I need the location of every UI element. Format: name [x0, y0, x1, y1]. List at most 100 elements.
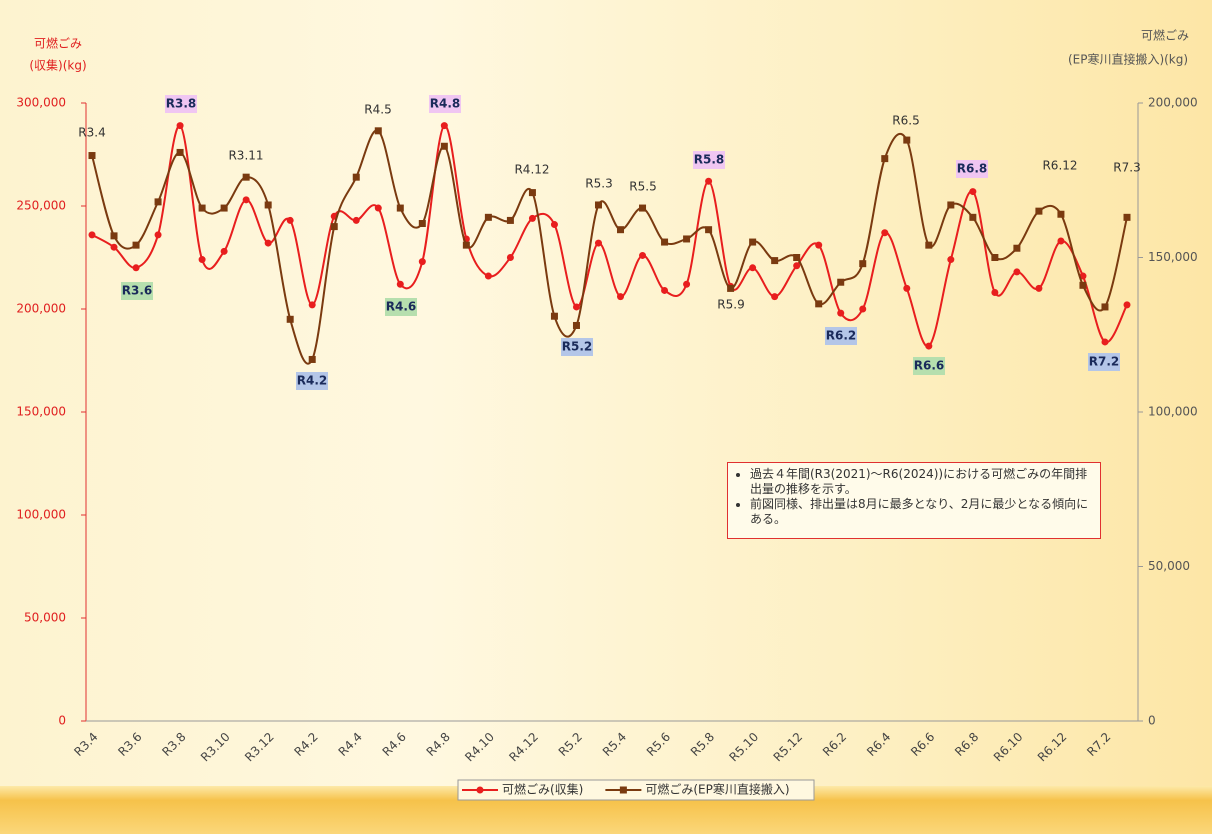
y2-axis-title: 可燃ごみ — [1141, 28, 1189, 43]
marker — [837, 278, 845, 286]
annotation: R7.3 — [1113, 161, 1140, 175]
marker — [771, 293, 779, 301]
marker — [859, 260, 867, 268]
marker — [683, 235, 691, 243]
marker — [1123, 301, 1131, 309]
marker — [991, 289, 999, 297]
y2-axis-title: (EP寒川直接搬入)(kg) — [1068, 52, 1188, 67]
marker — [705, 177, 713, 185]
marker — [661, 286, 669, 294]
y-tick-label: 100,000 — [16, 508, 66, 522]
x-tick-label: R5.8 — [688, 730, 717, 759]
marker — [242, 196, 250, 204]
legend-marker — [619, 786, 627, 794]
x-tick-label: R5.10 — [727, 730, 762, 765]
marker — [793, 254, 801, 261]
x-tick-label: R3.12 — [242, 730, 277, 765]
annotation-bg — [825, 327, 857, 345]
marker — [617, 226, 625, 234]
marker — [572, 303, 580, 311]
x-tick-label: R6.8 — [952, 730, 981, 759]
annotation: R5.2 — [562, 340, 593, 354]
marker — [330, 223, 338, 231]
marker — [639, 251, 647, 259]
marker — [815, 300, 823, 308]
marker — [484, 272, 492, 280]
annotation: R6.8 — [957, 162, 988, 176]
x-tick-label: R5.6 — [644, 730, 673, 759]
y2-tick-label: 150,000 — [1148, 250, 1198, 264]
y-tick-label: 200,000 — [16, 302, 66, 316]
annotation: R6.12 — [1042, 159, 1077, 173]
annotation: R5.3 — [585, 177, 612, 191]
marker — [506, 254, 514, 261]
note-item: 前図同様、排出量は8月に最多となり、2月に最少となる傾向にある。 — [750, 497, 1092, 527]
annotation: R3.6 — [122, 284, 153, 298]
y2-tick-label: 100,000 — [1148, 405, 1198, 419]
marker — [859, 305, 867, 313]
marker — [639, 204, 647, 212]
x-tick-label: R4.8 — [424, 730, 453, 759]
y-tick-label: 250,000 — [16, 199, 66, 213]
annotation-bg — [121, 282, 153, 300]
annotation: R4.6 — [386, 300, 417, 314]
marker — [88, 152, 96, 160]
x-tick-label: R5.4 — [600, 730, 629, 759]
marker — [594, 239, 602, 247]
marker — [594, 201, 602, 209]
marker — [308, 355, 316, 363]
marker — [617, 293, 625, 301]
marker — [374, 204, 382, 212]
marker — [925, 342, 933, 350]
annotation-bg — [956, 160, 988, 178]
y-axis-title: 可燃ごみ — [34, 36, 82, 51]
x-tick-label: R3.4 — [71, 730, 100, 759]
x-tick-label: R3.10 — [198, 730, 233, 765]
annotation: R4.8 — [430, 97, 461, 111]
x-tick-label: R5.2 — [556, 730, 585, 759]
annotation-bg — [385, 298, 417, 316]
marker — [418, 258, 426, 266]
marker — [132, 241, 140, 249]
marker — [1101, 303, 1109, 311]
annotation-bg — [561, 338, 593, 356]
x-tick-label: R5.12 — [771, 730, 806, 765]
x-tick-label: R3.6 — [115, 730, 144, 759]
marker — [925, 241, 933, 249]
x-tick-label: R4.4 — [336, 730, 365, 759]
marker — [749, 238, 757, 246]
marker — [1013, 268, 1021, 276]
x-tick-label: R4.12 — [506, 730, 541, 765]
annotation-bg — [913, 357, 945, 375]
marker — [903, 284, 911, 292]
marker — [396, 204, 404, 212]
marker — [1079, 272, 1087, 280]
marker — [572, 321, 580, 329]
annotation: R3.4 — [78, 126, 105, 140]
marker — [176, 148, 184, 156]
marker — [815, 241, 823, 249]
x-tick-label: R7.2 — [1084, 730, 1113, 759]
marker — [881, 229, 889, 237]
marker — [1057, 210, 1065, 218]
marker — [991, 254, 999, 261]
annotation: R4.12 — [514, 163, 549, 177]
marker — [110, 232, 118, 240]
marker — [749, 264, 757, 272]
y-tick-label: 0 — [58, 714, 66, 728]
marker — [198, 256, 206, 264]
marker — [771, 257, 779, 265]
x-tick-label: R4.2 — [292, 730, 321, 759]
y-tick-label: 150,000 — [16, 405, 66, 419]
marker — [154, 198, 162, 206]
marker — [396, 280, 404, 288]
marker — [528, 214, 536, 222]
marker — [705, 226, 713, 234]
marker — [550, 312, 558, 320]
marker — [264, 239, 272, 247]
x-tick-label: R6.6 — [908, 730, 937, 759]
marker — [286, 216, 294, 224]
annotation: R3.8 — [166, 97, 197, 111]
marker — [969, 188, 977, 196]
marker — [506, 216, 514, 224]
